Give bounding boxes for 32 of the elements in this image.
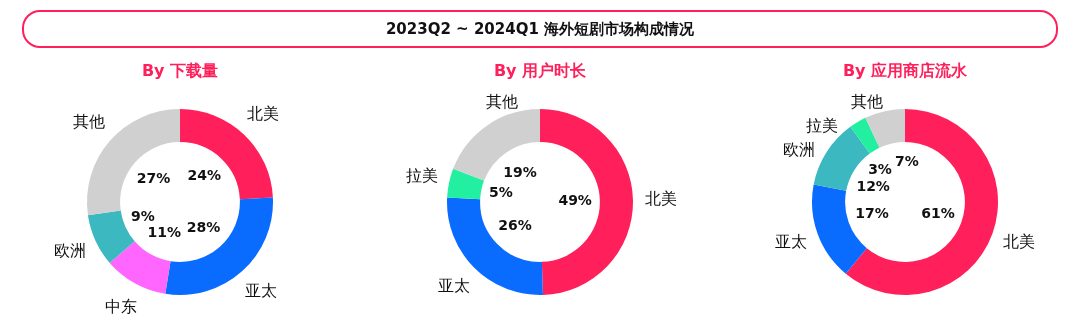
slice-label: 中东 — [105, 296, 138, 316]
data-label: 49% — [558, 192, 592, 209]
slice-label: 北美 — [1002, 232, 1035, 252]
data-label: 24% — [187, 167, 222, 184]
slice-label: 亚太 — [437, 276, 470, 296]
data-label: 26% — [498, 217, 532, 234]
data-label: 17% — [855, 204, 889, 221]
slice-label: 欧洲 — [53, 241, 86, 261]
slice-label: 其他 — [72, 111, 105, 131]
data-label: 12% — [856, 177, 890, 194]
data-label: 19% — [503, 163, 537, 180]
chart-title: By 下载量 — [140, 60, 220, 82]
data-label: 9% — [131, 207, 155, 224]
slice-label: 北美 — [644, 189, 677, 209]
slice-label: 北美 — [247, 103, 280, 123]
data-label: 28% — [186, 218, 221, 235]
slice-label: 亚太 — [775, 232, 808, 252]
slice-label: 其他 — [851, 92, 883, 112]
slice-label: 拉美 — [405, 166, 438, 186]
data-label: 3% — [868, 161, 892, 178]
data-label: 27% — [136, 169, 171, 186]
slice-label: 拉美 — [806, 116, 839, 136]
slice-label: 亚太 — [244, 281, 277, 301]
data-label: 5% — [488, 184, 513, 201]
text: 2023Q2 ~ 2024Q1 海外短剧市场构成情况 — [22, 10, 1058, 48]
data-label: 7% — [895, 152, 919, 169]
slice-label: 欧洲 — [783, 140, 816, 160]
chart-title: By 用户时长 — [492, 60, 588, 82]
slice-label: 其他 — [486, 92, 518, 112]
data-label: 61% — [921, 204, 955, 221]
data-label: 11% — [147, 224, 181, 241]
chart-title: By 应用商店流水 — [841, 60, 969, 82]
